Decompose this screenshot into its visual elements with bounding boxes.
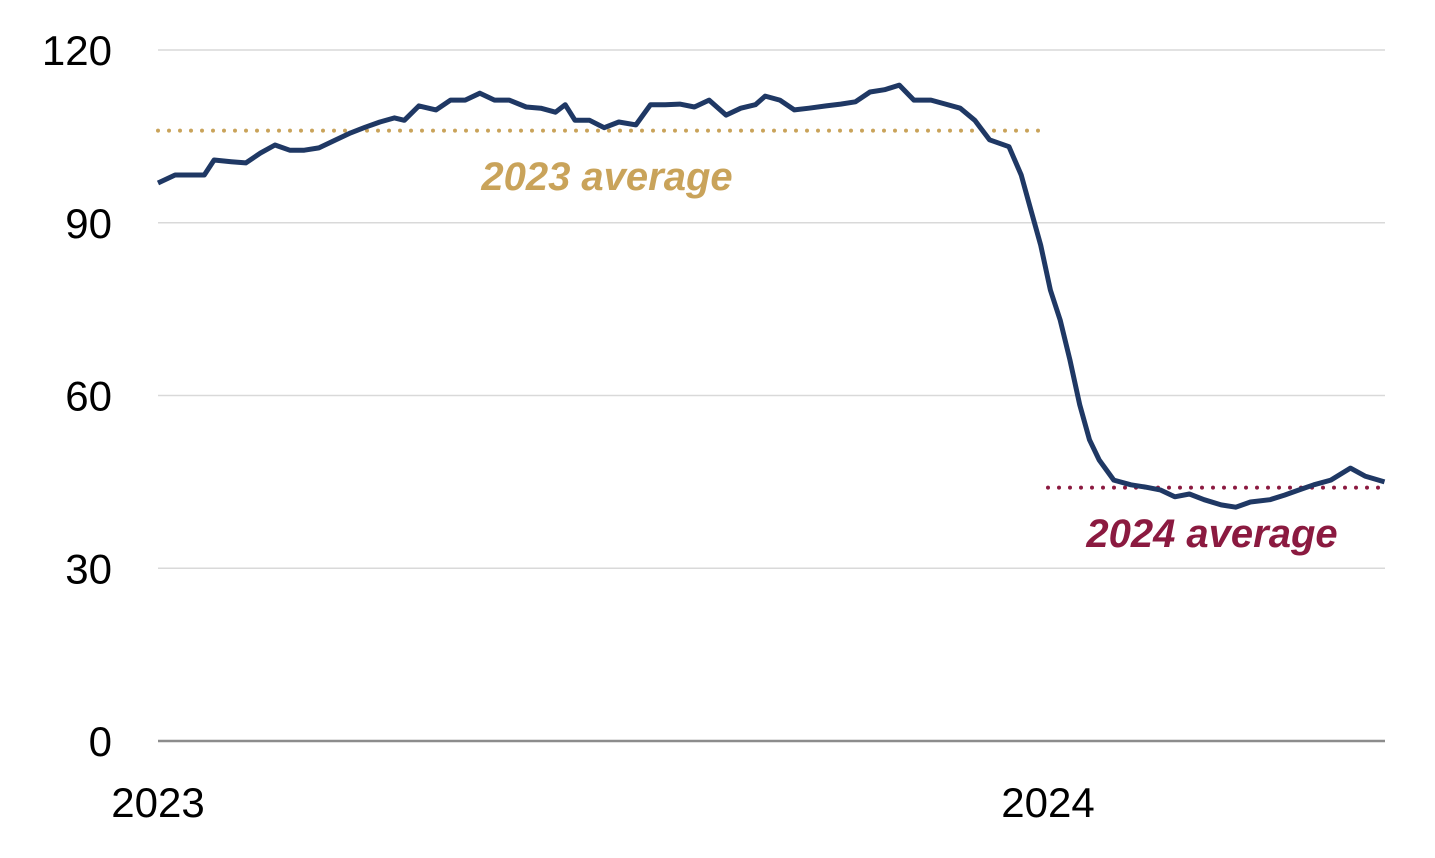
annotation-2024-average: 2024 average	[1085, 512, 1337, 556]
x-tick-label: 2024	[1001, 779, 1094, 826]
y-tick-label: 60	[65, 373, 112, 420]
y-tick-label: 0	[89, 718, 112, 765]
y-tick-label: 30	[65, 545, 112, 592]
gridlines	[158, 49, 1385, 569]
x-axis-ticks: 2023 2024	[111, 779, 1094, 826]
y-tick-label: 90	[65, 200, 112, 247]
y-tick-label: 120	[42, 27, 112, 74]
y-axis-ticks: 0 30 60 90 120	[42, 27, 112, 765]
annotation-2023-average: 2023 average	[480, 155, 732, 199]
average-lines	[156, 128, 1387, 490]
series-line	[156, 82, 1386, 510]
x-tick-label: 2023	[111, 779, 204, 826]
